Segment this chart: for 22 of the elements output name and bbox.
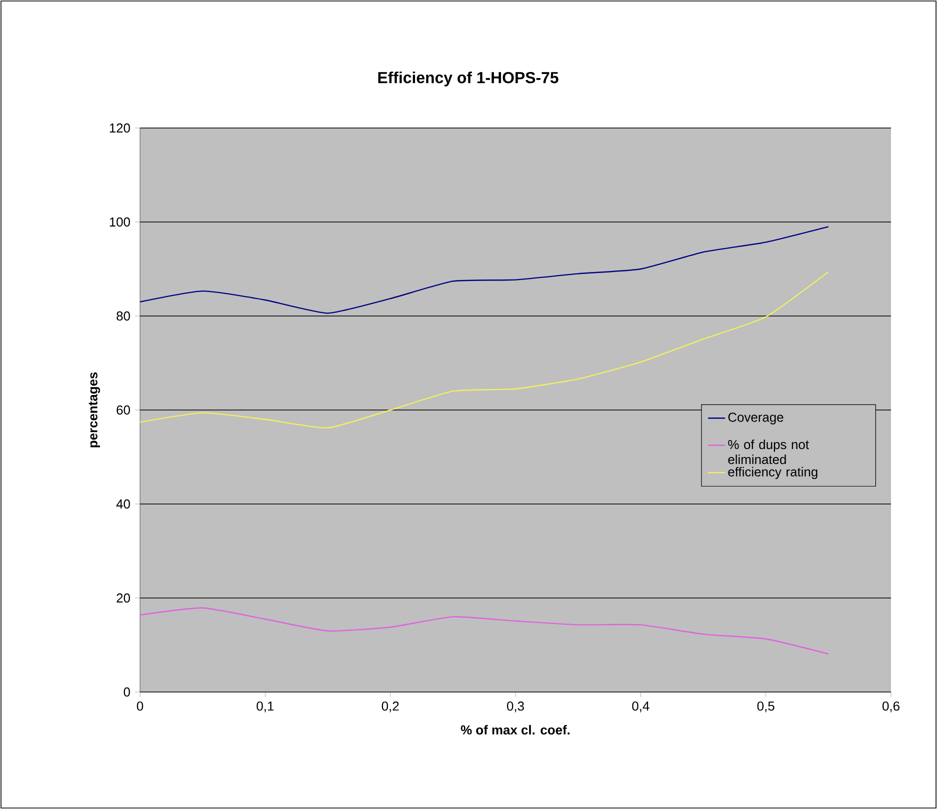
x-tick-label: 0,6 <box>882 702 900 712</box>
y-axis-title: percentages <box>88 372 100 448</box>
x-tick-label: 0 <box>136 702 144 711</box>
x-axis-title: % of max cl. coef. <box>460 725 570 735</box>
x-tick-label: 0,2 <box>382 702 399 712</box>
legend-label: Coverage <box>728 412 784 424</box>
line-series <box>140 607 830 655</box>
y-tick-label: 60 <box>116 405 130 415</box>
y-tick-label: 20 <box>116 593 130 603</box>
x-tick-label: 0,4 <box>632 702 650 712</box>
legend-label: efficiency rating <box>728 466 818 480</box>
line-series <box>140 271 830 428</box>
x-tick-label: 0,3 <box>507 702 524 712</box>
chart-title: Efficiency of 1-HOPS-75 <box>378 72 558 86</box>
x-tick-label: 0,5 <box>757 702 774 712</box>
y-tick-label: 40 <box>116 499 130 509</box>
x-tick-label: 0,1 <box>256 702 274 712</box>
y-tick-label: 100 <box>110 217 130 227</box>
y-tick-label: 80 <box>116 311 130 321</box>
y-tick-label: 120 <box>110 123 130 133</box>
y-tick-label: 0 <box>124 687 130 697</box>
line-series <box>140 226 830 314</box>
